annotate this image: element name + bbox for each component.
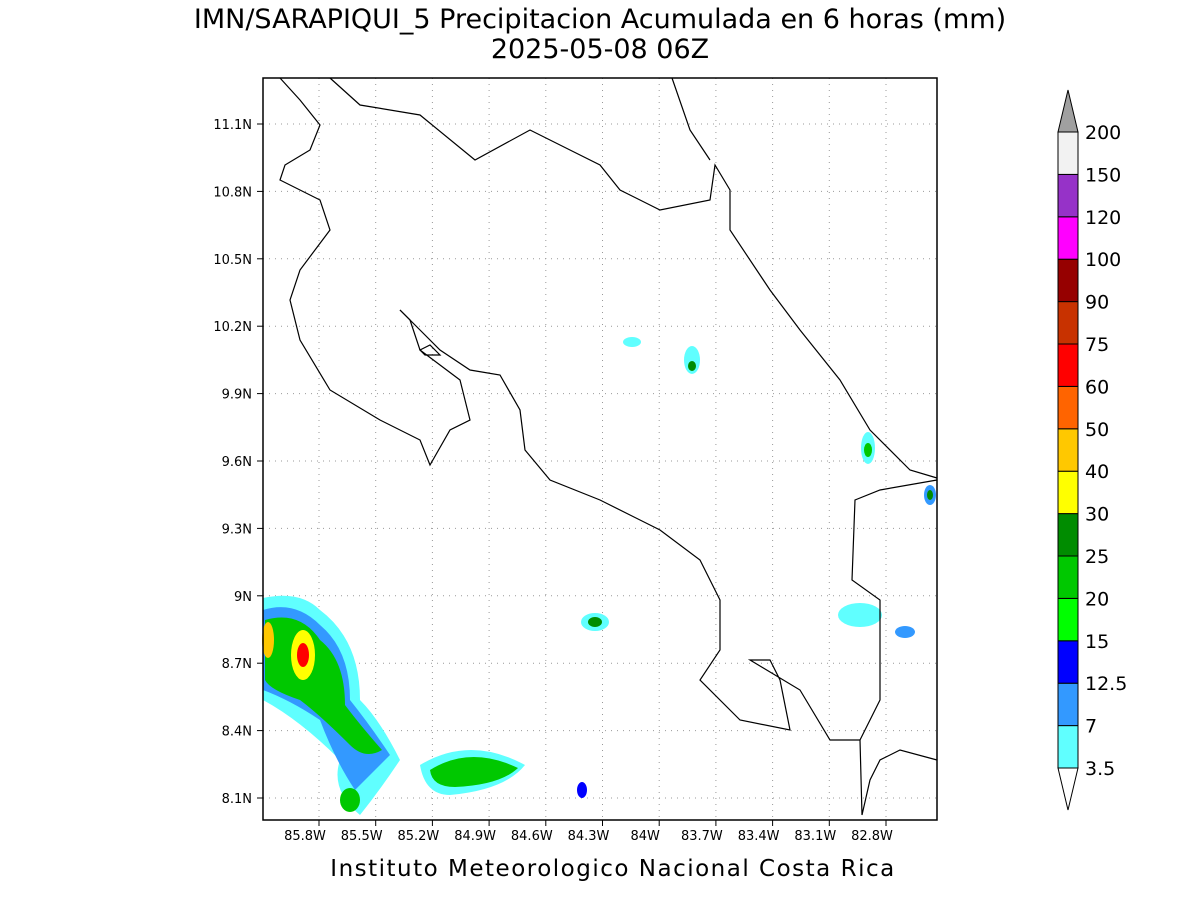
y-tick-label: 8.4N [222,725,252,740]
y-tick-label: 9.6N [222,455,252,470]
map-area: 85.8W 85.5W 85.2W 84.9W 84.6W 84.3W 84W 83.7W 83… [213,77,938,844]
colorbar-segment [1057,173,1079,218]
x-tick-label: 82.8W [851,829,893,844]
colorbar-label: 150 [1085,164,1121,186]
colorbar-segment [1057,682,1079,727]
x-tick-label: 85.2W [397,829,439,844]
x-tick-label: 84W [630,829,660,844]
colorbar-label: 50 [1085,419,1109,441]
colorbar-segment [1057,597,1079,642]
y-tick-label: 10.5N [213,253,252,268]
y-tick-label: 10.2N [213,320,252,335]
coastline [279,77,938,816]
title: IMN/SARAPIQUI_5 Precipitacion Acumulada … [194,4,1006,35]
colorbar-segment [1057,385,1079,430]
colorbar-segment [1057,725,1079,769]
colorbar-label: 3.5 [1085,758,1115,780]
y-tick-label: 9N [234,590,252,605]
colorbar-label: 20 [1085,588,1109,610]
colorbar-label: 15 [1085,631,1109,653]
colorbar-under [1057,767,1079,811]
colorbar-label: 200 [1085,122,1121,144]
colorbar-segment [1057,428,1079,472]
colorbar-label: 90 [1085,292,1109,314]
x-tick-label: 85.8W [284,829,326,844]
colorbar-label: 40 [1085,461,1109,483]
colorbar-segment [1057,301,1079,345]
colorbar-segment [1057,216,1079,260]
y-tick-label: 8.7N [222,657,252,672]
colorbar-label: 30 [1085,504,1109,526]
colorbar-label: 12.5 [1085,673,1127,695]
colorbar-segment [1057,258,1079,303]
x-tick-label: 85.5W [341,829,383,844]
colorbar-segment [1057,131,1079,175]
colorbar-label: 75 [1085,334,1109,356]
x-tick-label: 84.3W [568,829,610,844]
x-tick-label: 83.7W [681,829,723,844]
map-frame [262,77,938,821]
subtitle: 2025-05-08 06Z [491,34,709,65]
colorbar-over [1057,89,1079,133]
x-tick-label: 83.4W [738,829,780,844]
precip-field [262,337,936,815]
colorbar: 3.5 7 12.5 15 20 25 30 40 50 60 75 90 100 120 150 200 [1057,89,1127,811]
footer-credit: Instituto Meteorologico Nacional Costa R… [330,856,895,882]
colorbar-label: 7 [1085,716,1097,738]
y-tick-label: 9.9N [222,388,252,403]
colorbar-segment [1057,640,1079,684]
colorbar-label: 120 [1085,207,1121,229]
colorbar-segment [1057,343,1079,387]
y-tick-label: 8.1N [222,792,252,807]
y-tick-label: 10.8N [213,185,252,200]
x-tick-label: 84.9W [454,829,496,844]
y-tick-label: 9.3N [222,522,252,537]
x-tick-label: 84.6W [511,829,553,844]
colorbar-segment [1057,470,1079,515]
x-tick-label: 83.1W [794,829,836,844]
colorbar-label: 25 [1085,546,1109,568]
colorbar-label: 100 [1085,249,1121,271]
y-tick-label: 11.1N [213,118,252,133]
colorbar-segment [1057,513,1079,557]
colorbar-label: 60 [1085,376,1109,398]
colorbar-segment [1057,555,1079,599]
